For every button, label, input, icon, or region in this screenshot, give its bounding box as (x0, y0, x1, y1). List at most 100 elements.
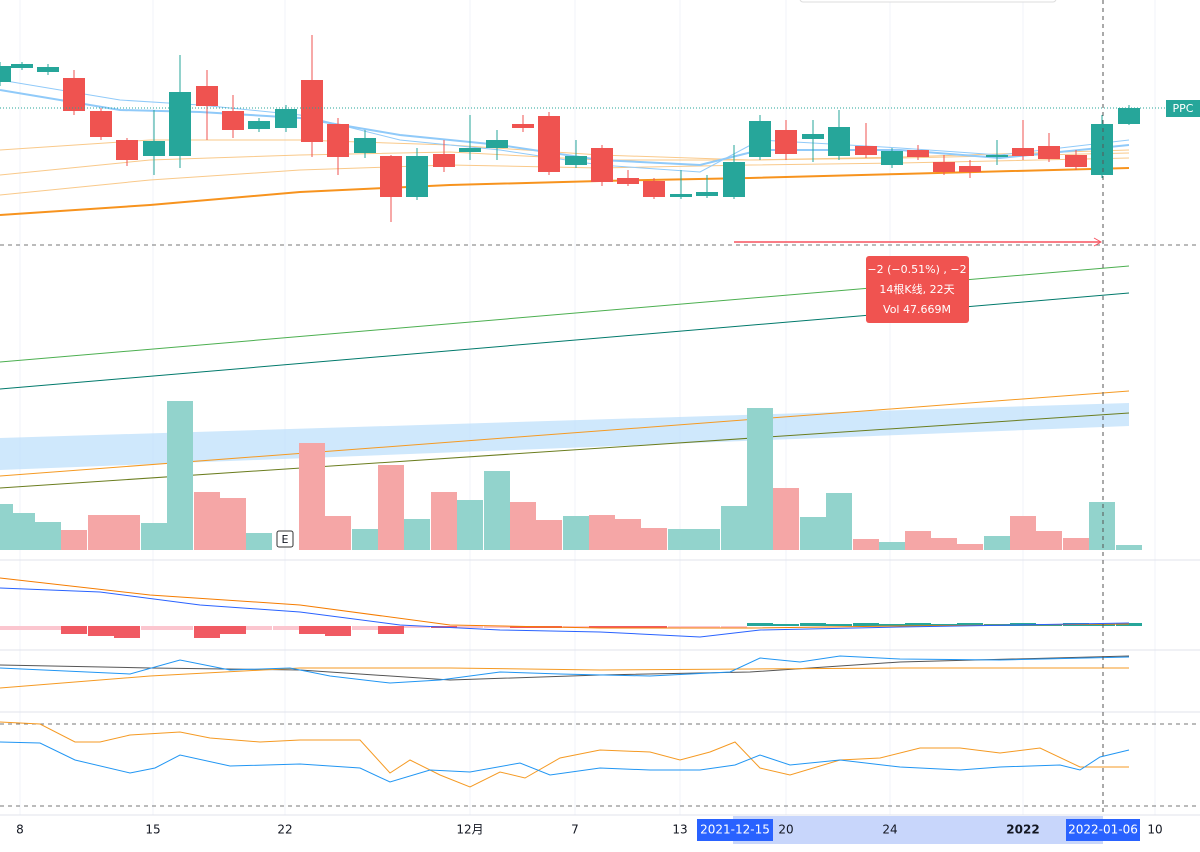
time-axis-label: 12月 (456, 823, 483, 837)
candle-body (591, 148, 613, 182)
macd-bar (773, 624, 799, 626)
macd-bar (404, 626, 430, 628)
macd-bar (931, 624, 957, 626)
macd-bar (484, 626, 510, 628)
candle-body (486, 140, 508, 148)
volume-bar (484, 471, 510, 550)
volume-bar (114, 515, 140, 550)
volume-bar (721, 506, 747, 550)
time-axis-label: 2022 (1006, 823, 1039, 837)
candle-body (90, 111, 112, 137)
candle-body (116, 140, 138, 160)
macd-bar (35, 626, 61, 630)
toolbar-edge (799, 0, 1057, 3)
macd-bar (378, 626, 404, 634)
time-axis: 8 15 22 12月 7 13 20 24 2022 10 (16, 823, 1162, 837)
earnings-badge[interactable] (276, 530, 294, 548)
time-axis-label: 8 (16, 823, 24, 837)
candle-body (275, 109, 297, 128)
macd-bar (61, 626, 87, 634)
volume-bar (957, 544, 983, 550)
ma-line (0, 151, 1130, 176)
time-axis-label: 24 (882, 823, 897, 837)
macd-bar (957, 623, 983, 626)
volume-bar (826, 493, 852, 550)
volume-bar (1089, 502, 1115, 550)
volume-bar (246, 533, 272, 550)
macd-bar (563, 626, 589, 628)
macd-bar (141, 626, 167, 630)
candle-body (802, 134, 824, 139)
candle-body (643, 181, 665, 197)
macd-bar (88, 626, 114, 636)
volume-bar (1063, 538, 1089, 550)
candle-body (1012, 148, 1034, 156)
time-axis-label: 10 (1147, 823, 1162, 837)
candle-body (749, 121, 771, 157)
oscillator-line (0, 667, 1129, 689)
candle-body (986, 155, 1008, 157)
macd-bar (694, 626, 720, 628)
macd-bar (114, 626, 140, 638)
ma-line (0, 157, 1130, 196)
candle-body (327, 124, 349, 157)
candle-body (959, 166, 981, 172)
candle-body (855, 146, 877, 155)
candle-body (1065, 155, 1087, 167)
candle-body (0, 66, 11, 82)
volume-bar (800, 517, 826, 550)
volume-bar (905, 531, 931, 550)
volume-bar (773, 488, 799, 550)
candle-body (301, 80, 323, 142)
macd-bar (299, 626, 325, 634)
macd-bar (457, 626, 483, 628)
macd-bar (220, 626, 246, 634)
macd-bar (747, 623, 773, 626)
macd-bar (9, 626, 35, 630)
volume-bar (694, 529, 720, 550)
volume-bar (404, 519, 430, 550)
volume-bar (431, 492, 457, 550)
crosshair-date-tag (1066, 819, 1140, 841)
candle-body (459, 148, 481, 152)
macd-bar (853, 623, 879, 626)
time-axis-label: 15 (145, 823, 160, 837)
candle-body (1038, 146, 1060, 159)
candle-body (11, 64, 33, 68)
candle-body (617, 178, 639, 184)
candles (0, 35, 1140, 222)
volume-bar (9, 513, 35, 550)
crosshair-date-label: 2022-01-06 (1068, 823, 1138, 837)
candle-body (354, 138, 376, 153)
range-start-tag (697, 819, 773, 841)
macd-bar (352, 626, 378, 630)
stoch-line (0, 741, 1130, 783)
volume-bar (61, 530, 87, 550)
volume-bar (35, 522, 61, 550)
candle-body (565, 156, 587, 165)
regression-channel (0, 403, 1129, 470)
macd-bar (826, 624, 852, 626)
volume-bar (325, 516, 351, 550)
candle-body (222, 111, 244, 130)
candle-body (512, 124, 534, 128)
macd-bar (589, 626, 615, 628)
tooltip-line: 14根K线, 22天 (879, 282, 954, 296)
candle-body (1091, 124, 1113, 175)
macd-bar (273, 626, 299, 630)
volume-bar (879, 542, 905, 550)
candle-body (433, 154, 455, 167)
tooltip-line: Vol 47.669M (883, 303, 951, 316)
volume-bar (352, 529, 378, 550)
macd-bar (325, 626, 351, 636)
candle-body (63, 78, 85, 111)
macd-bar (641, 626, 667, 628)
macd-bar (668, 626, 694, 628)
candle-body (907, 150, 929, 157)
volume-bar (747, 408, 773, 550)
volume-bar (141, 523, 167, 550)
candle-body (406, 156, 428, 197)
price-tag-label: PPC (1173, 102, 1194, 115)
volume-bar (378, 465, 404, 550)
